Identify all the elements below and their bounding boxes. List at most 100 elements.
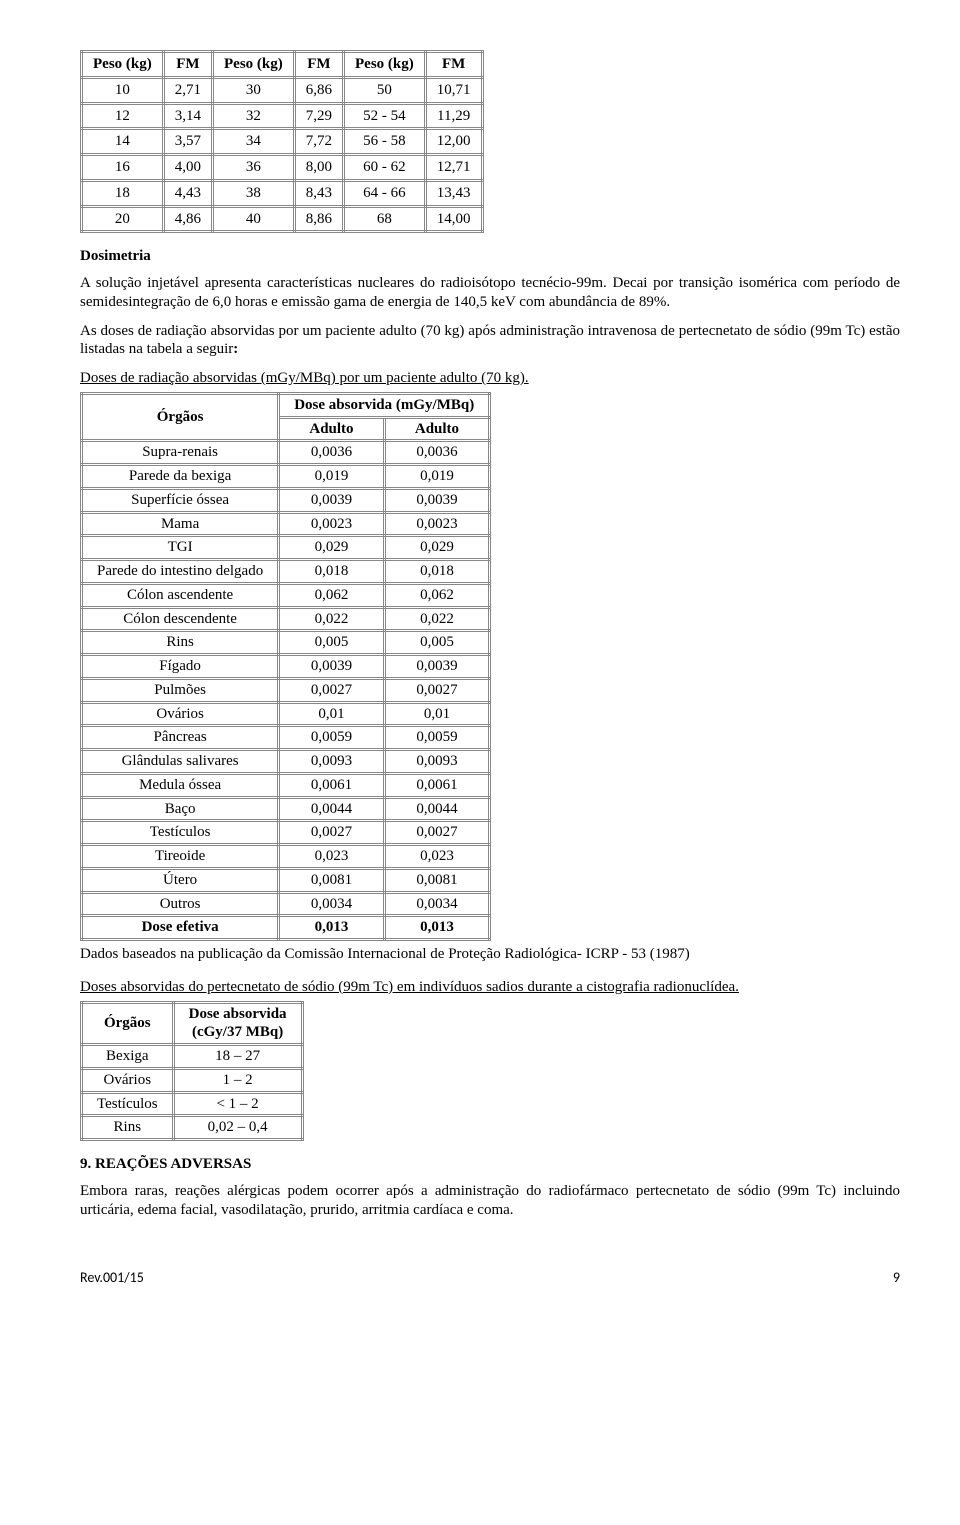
table-cell: 1 – 2 [173, 1068, 302, 1092]
table-cell: 4,00 [163, 155, 212, 181]
table-row-final: Dose efetiva0,0130,013 [82, 916, 490, 940]
table-cell: 0,005 [384, 631, 490, 655]
table-cell: Rins [82, 631, 279, 655]
table-cell: Útero [82, 868, 279, 892]
table-cell: 0,019 [384, 465, 490, 489]
table-cell: 0,01 [279, 702, 385, 726]
table-cell: 0,0059 [384, 726, 490, 750]
table-cell: 0,0039 [279, 655, 385, 679]
table-row: Ovários1 – 2 [82, 1068, 303, 1092]
table-cell: 32 [213, 103, 295, 129]
table-cell: Testículos [82, 821, 279, 845]
table-cell: 7,72 [294, 129, 343, 155]
table-row: 123,14327,2952 - 5411,29 [82, 103, 483, 129]
table-cell: TGI [82, 536, 279, 560]
table-row: Pulmões0,00270,0027 [82, 678, 490, 702]
table-row: Supra-renais0,00360,0036 [82, 441, 490, 465]
table-cell: 30 [213, 77, 295, 103]
table-cell: 0,022 [279, 607, 385, 631]
table-cell: 0,0093 [384, 750, 490, 774]
table-cell: 0,0023 [279, 512, 385, 536]
table-cell: 12 [82, 103, 164, 129]
table-cell: Tireoide [82, 845, 279, 869]
table-row: Rins0,02 – 0,4 [82, 1116, 303, 1140]
table-row: Outros0,00340,0034 [82, 892, 490, 916]
page-footer: Rev.001/15 9 [80, 1269, 900, 1287]
table-row: Fígado0,00390,0039 [82, 655, 490, 679]
table-cell: 0,0093 [279, 750, 385, 774]
table-cell: 60 - 62 [344, 155, 426, 181]
table-row: Ovários0,010,01 [82, 702, 490, 726]
table-cell: 0,01 [384, 702, 490, 726]
table-cell: Glândulas salivares [82, 750, 279, 774]
table-cell: Fígado [82, 655, 279, 679]
table-cell: 34 [213, 129, 295, 155]
table-cell: 0,0027 [384, 821, 490, 845]
table-cell: 8,43 [294, 180, 343, 206]
table-row: Cólon descendente0,0220,022 [82, 607, 490, 631]
cgy-table: Órgãos Dose absorvida (cGy/37 MBq) Bexig… [80, 1001, 304, 1142]
table-cell: 0,0039 [279, 488, 385, 512]
table-cell: 38 [213, 180, 295, 206]
table-cell: 0,013 [384, 916, 490, 940]
table-cell: Pulmões [82, 678, 279, 702]
table-cell: 8,86 [294, 206, 343, 232]
cysto-caption: Doses absorvidas do pertecnetato de sódi… [80, 978, 900, 997]
table-row: Mama0,00230,0023 [82, 512, 490, 536]
table-row: Testículos< 1 – 2 [82, 1092, 303, 1116]
table-cell: 0,019 [279, 465, 385, 489]
table-cell: Parede da bexiga [82, 465, 279, 489]
table-cell: 0,0044 [279, 797, 385, 821]
fm-header-cell: FM [294, 52, 343, 78]
footer-rev: Rev.001/15 [80, 1269, 144, 1287]
paragraph-dosimetria-1: A solução injetável apresenta caracterís… [80, 274, 900, 312]
icrp-note: Dados baseados na publicação da Comissão… [80, 945, 900, 964]
table-cell: 0,062 [279, 583, 385, 607]
table-cell: 8,00 [294, 155, 343, 181]
table-cell: 11,29 [425, 103, 482, 129]
table-cell: 0,0061 [279, 773, 385, 797]
table-row: Glândulas salivares0,00930,0093 [82, 750, 490, 774]
table-row: 164,00368,0060 - 6212,71 [82, 155, 483, 181]
table-cell: 6,86 [294, 77, 343, 103]
table-cell: 64 - 66 [344, 180, 426, 206]
table-cell: Ovários [82, 702, 279, 726]
table-cell: 52 - 54 [344, 103, 426, 129]
table-cell: 50 [344, 77, 426, 103]
table-cell: 0,029 [384, 536, 490, 560]
table-cell: 56 - 58 [344, 129, 426, 155]
table-cell: 0,023 [384, 845, 490, 869]
table-row: Medula óssea0,00610,0061 [82, 773, 490, 797]
table-row: Cólon ascendente0,0620,062 [82, 583, 490, 607]
fm-header-cell: FM [425, 52, 482, 78]
dose-header-adult2: Adulto [384, 417, 490, 441]
section-9-heading: 9. REAÇÕES ADVERSAS [80, 1155, 900, 1174]
table-cell: Medula óssea [82, 773, 279, 797]
table-cell: 0,0039 [384, 655, 490, 679]
table-cell: Cólon descendente [82, 607, 279, 631]
table-row: Parede da bexiga0,0190,019 [82, 465, 490, 489]
table-cell: 0,062 [384, 583, 490, 607]
table-cell: Mama [82, 512, 279, 536]
table-cell: 0,0081 [279, 868, 385, 892]
dose-header-dose: Dose absorvida (mGy/MBq) [279, 393, 490, 417]
table-cell: 10 [82, 77, 164, 103]
table-cell: 3,14 [163, 103, 212, 129]
table-cell: 0,0027 [279, 821, 385, 845]
table-cell: 0,005 [279, 631, 385, 655]
fm-table: Peso (kg)FMPeso (kg)FMPeso (kg)FM 102,71… [80, 50, 484, 233]
table-cell: 4,43 [163, 180, 212, 206]
table-cell: 0,0036 [279, 441, 385, 465]
table-cell: 14,00 [425, 206, 482, 232]
table-cell: 0,0034 [279, 892, 385, 916]
table-row: 184,43388,4364 - 6613,43 [82, 180, 483, 206]
table-cell: 0,0039 [384, 488, 490, 512]
fm-header-cell: Peso (kg) [82, 52, 164, 78]
table-cell: 20 [82, 206, 164, 232]
table-cell: 0,0023 [384, 512, 490, 536]
table-cell: Bexiga [82, 1045, 174, 1069]
table-cell: 0,0027 [384, 678, 490, 702]
table-cell: 2,71 [163, 77, 212, 103]
table-row: Rins0,0050,005 [82, 631, 490, 655]
table-cell: 0,0036 [384, 441, 490, 465]
